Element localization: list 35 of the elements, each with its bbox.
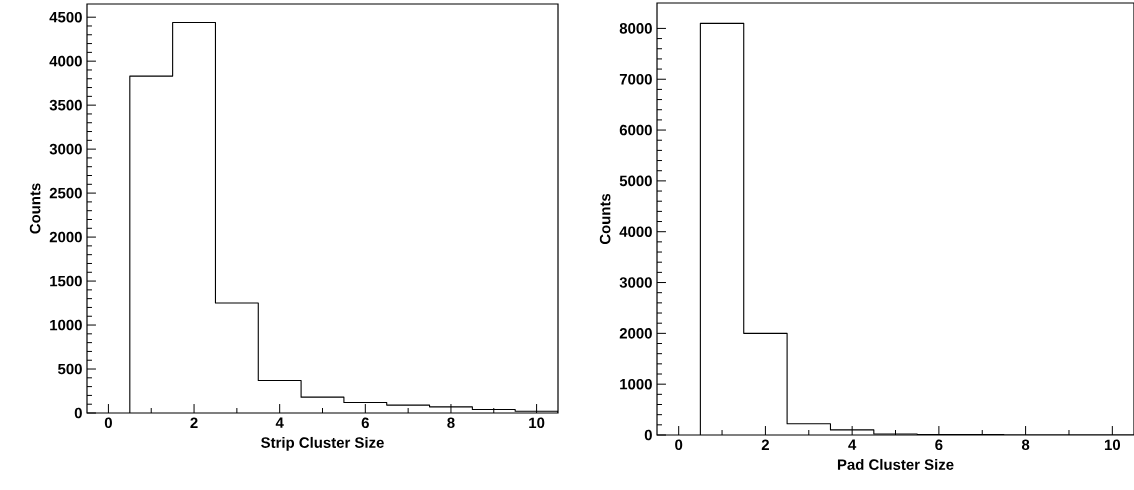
y-tick-label: 7000 — [619, 73, 652, 85]
x-axis-title: Pad Cluster Size — [837, 458, 954, 470]
y-tick-label: 1000 — [50, 319, 82, 331]
y-tick-label: 3500 — [49, 99, 82, 111]
x-tick-label: 0 — [104, 417, 112, 429]
y-tick-label: 6000 — [619, 124, 652, 136]
y-axis-title: Counts — [599, 193, 611, 245]
y-tick-label: 1500 — [50, 275, 82, 287]
x-tick-label: 10 — [1104, 439, 1121, 451]
x-tick-label: 8 — [447, 417, 455, 429]
y-tick-label: 2000 — [49, 231, 82, 243]
y-axis-title: Counts — [29, 183, 41, 234]
x-tick-label: 8 — [1021, 439, 1030, 451]
x-tick-label: 4 — [848, 439, 857, 450]
x-tick-label: 0 — [675, 439, 683, 451]
x-tick-label: 6 — [935, 439, 943, 451]
y-tick-label: 1000 — [620, 378, 652, 390]
x-tick-label: 10 — [529, 417, 545, 429]
x-axis-title: Strip Cluster Size — [261, 436, 384, 451]
y-tick-label: 2500 — [49, 187, 82, 199]
y-tick-label: 5000 — [619, 175, 652, 187]
y-tick-label: 0 — [74, 407, 82, 419]
y-tick-label: 4000 — [49, 55, 82, 67]
y-tick-label: 3000 — [619, 277, 652, 288]
y-tick-label: 4000 — [619, 226, 652, 237]
x-tick-label: 2 — [761, 439, 769, 450]
y-tick-label: 500 — [58, 363, 82, 375]
x-tick-label: 4 — [275, 417, 284, 428]
y-tick-label: 0 — [644, 429, 652, 441]
y-tick-label: 3000 — [49, 143, 82, 155]
y-tick-label: 4500 — [49, 11, 82, 23]
x-tick-label: 6 — [361, 417, 369, 429]
y-tick-label: 2000 — [619, 328, 652, 339]
x-tick-label: 2 — [190, 417, 198, 428]
y-tick-label: 8000 — [619, 23, 652, 34]
